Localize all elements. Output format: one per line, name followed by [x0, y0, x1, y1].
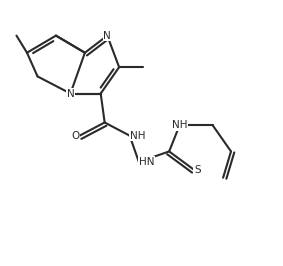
Text: S: S: [194, 165, 201, 175]
Text: N: N: [103, 31, 111, 41]
Text: O: O: [71, 131, 80, 141]
Text: N: N: [67, 89, 74, 98]
Text: HN: HN: [139, 157, 154, 167]
Text: NH: NH: [130, 131, 145, 141]
Text: NH: NH: [172, 120, 187, 130]
